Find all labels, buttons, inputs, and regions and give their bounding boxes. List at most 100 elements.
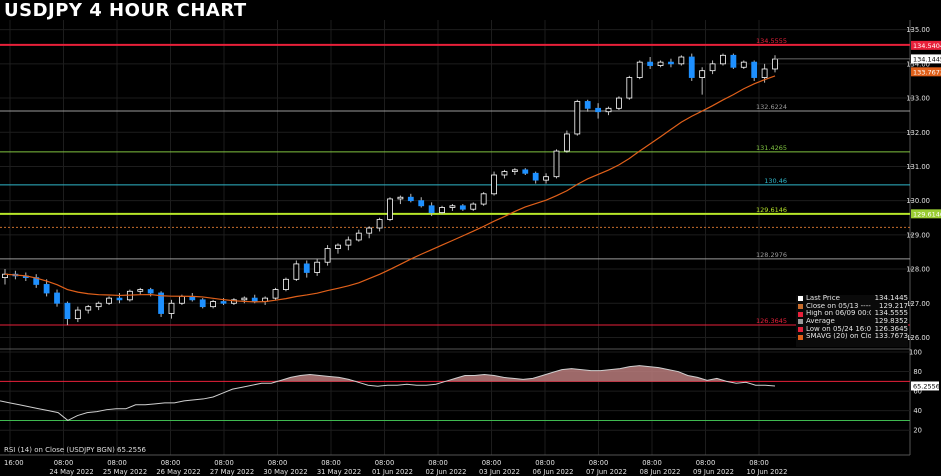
candle-down <box>584 101 591 109</box>
candle-up <box>657 61 664 66</box>
candle-up <box>563 133 570 152</box>
legend-row-last-price: Last Price 134.1445 <box>796 294 908 303</box>
candle-down <box>595 107 602 113</box>
price-axis-tag <box>911 40 941 50</box>
candle-down <box>147 289 154 294</box>
date-tick-time: 08:00 <box>107 459 127 467</box>
date-tick-date: 08 Jun 2022 <box>640 468 681 476</box>
legend-value: 133.7673 <box>874 332 908 341</box>
candle-up <box>449 205 456 208</box>
price-tick-label: 129.00 <box>906 231 930 239</box>
candle-up <box>720 54 726 65</box>
candle-down <box>199 299 206 308</box>
candle-up <box>699 70 706 78</box>
candle-up <box>480 193 487 205</box>
legend-value: 126.3645 <box>874 324 908 333</box>
candle-up <box>636 61 643 78</box>
date-tick-date: 02 Jun 2022 <box>426 468 467 476</box>
date-tick-date: 31 May 2022 <box>317 468 361 476</box>
chart-legend: Last Price 134.1445 Close on 05/13 ---- 12… <box>796 294 908 347</box>
date-tick-date: 24 May 2022 <box>49 468 93 476</box>
legend-row-average: Average 129.8352 <box>796 317 908 326</box>
legend-row-smavg: SMAVG (20) on Close133.7673 <box>796 333 908 341</box>
price-axis-tag <box>911 67 941 77</box>
chart-title: USDJPY 4 HOUR CHART <box>4 0 247 21</box>
legend-value: 134.5555 <box>874 309 908 318</box>
legend-swatch <box>798 304 803 310</box>
price-axis-tag-label: 133.7673 <box>913 68 941 76</box>
key-level-label: 132.6224 <box>756 103 787 111</box>
date-tick-time: 08:00 <box>268 459 288 467</box>
price-tick-label: 134.00 <box>906 60 930 68</box>
legend-label: Average <box>806 318 835 326</box>
candle-up <box>616 97 622 109</box>
date-tick-time: 08:00 <box>375 459 395 467</box>
date-tick-date: 03 Jun 2022 <box>479 468 520 476</box>
candle-up <box>366 227 373 234</box>
candle-up <box>678 56 685 65</box>
candle-down <box>647 61 654 66</box>
date-tick-date: 30 May 2022 <box>263 468 307 476</box>
candle-up <box>376 219 383 229</box>
candle-down <box>158 292 164 314</box>
legend-label: Last Price <box>806 295 840 302</box>
legend-value: 129.8352 <box>874 317 908 326</box>
legend-label: Low on 05/24 16:00 <box>806 325 871 333</box>
rsi-tick-label: 20 <box>913 427 922 435</box>
rsi-tick-label: 60 <box>913 388 922 396</box>
candle-up <box>761 68 768 78</box>
date-tick-time: 08:00 <box>54 459 74 467</box>
candle-up <box>709 63 716 72</box>
rsi-legend-label: RSI (14) on Close (USDJPY BGN) 65.2556 <box>4 446 146 454</box>
date-tick-time: 08:00 <box>482 459 502 467</box>
candle-down <box>532 172 539 181</box>
rsi-axis-tag-label: 65.2556 <box>913 382 940 390</box>
date-tick-time: 08:00 <box>749 459 769 467</box>
date-tick-time: 08:00 <box>696 459 716 467</box>
legend-label: Close on 05/13 ---- <box>806 302 871 310</box>
price-axis-tag <box>911 209 941 219</box>
price-axis-tag-label: 134.5404 <box>913 42 941 50</box>
candle-up <box>345 239 352 246</box>
candle-up <box>470 203 477 210</box>
price-tick-label: 127.00 <box>906 300 930 308</box>
price-tick-label: 130.00 <box>906 197 930 205</box>
candle-up <box>241 297 248 301</box>
price-tick-label: 133.00 <box>906 95 930 103</box>
date-tick-date: 01 Jun 2022 <box>372 468 413 476</box>
candle-up <box>335 244 341 249</box>
price-tick-label: 132.00 <box>906 129 930 137</box>
candle-down <box>43 284 50 294</box>
candle-up <box>231 299 237 304</box>
candle-down <box>64 302 71 320</box>
price-tick-label: 135.00 <box>906 26 930 34</box>
candle-down <box>407 196 414 202</box>
candle-up <box>574 101 581 135</box>
price-axis-tag <box>911 54 941 64</box>
date-tick-time: 16:00 <box>4 459 24 467</box>
legend-swatch <box>798 311 803 317</box>
chart-background <box>0 20 941 476</box>
rsi-axis-tag <box>911 381 939 391</box>
date-tick-time: 08:00 <box>535 459 555 467</box>
candle-up <box>85 306 92 311</box>
key-level-label: 134.5555 <box>756 37 787 45</box>
date-tick-date: 09 Jun 2022 <box>693 468 734 476</box>
date-tick-time: 08:00 <box>642 459 662 467</box>
price-tick-label: 126.00 <box>906 334 930 342</box>
candle-up <box>324 248 331 263</box>
candle-up <box>397 196 404 200</box>
candle-down <box>751 61 758 78</box>
candle-up <box>168 302 175 314</box>
legend-label: High on 06/09 00:00 <box>806 310 871 318</box>
candle-down <box>668 61 674 65</box>
candle-up <box>283 278 289 290</box>
date-tick-time: 08:00 <box>321 459 341 467</box>
legend-row-close: Close on 05/13 ---- 129.217 <box>796 302 908 311</box>
candle-down <box>251 297 258 302</box>
date-tick-date: 10 Jun 2022 <box>747 468 788 476</box>
price-tick-label: 128.00 <box>906 266 930 274</box>
rsi-tick-label: 100 <box>909 349 922 357</box>
